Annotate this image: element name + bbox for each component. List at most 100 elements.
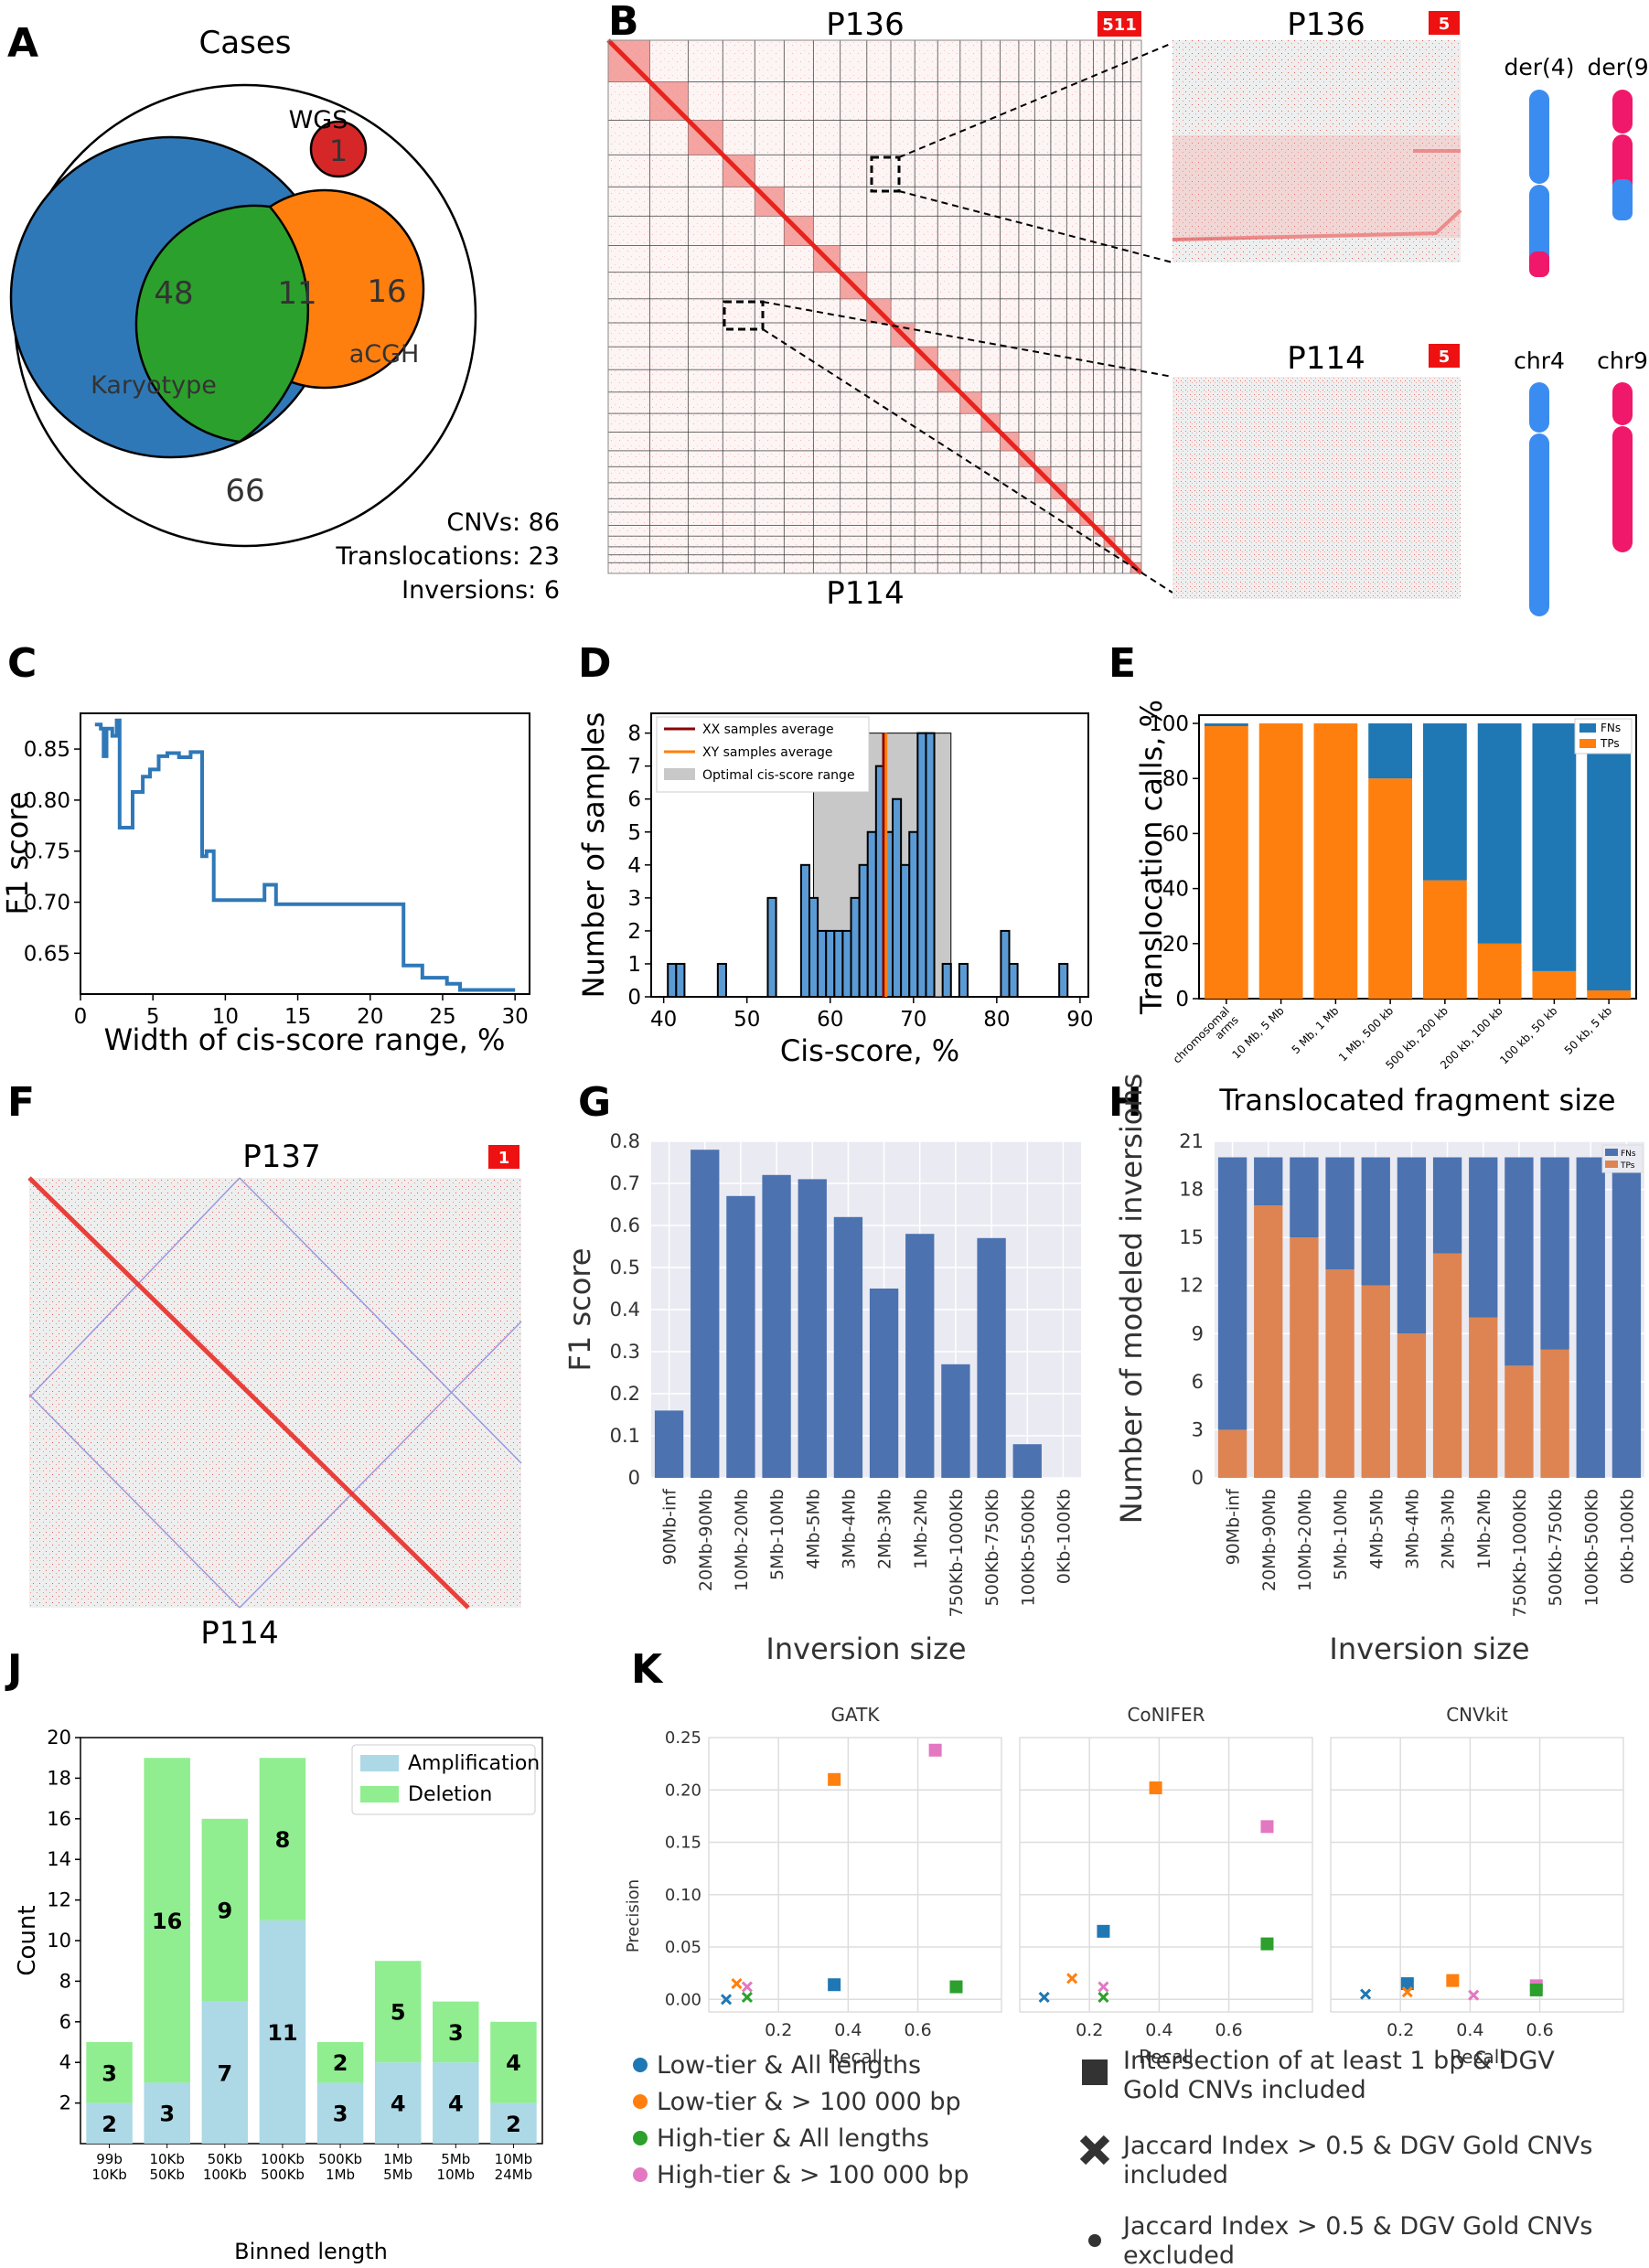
tp-bar — [1313, 723, 1358, 999]
y-tick-label: 20 — [47, 1727, 71, 1749]
tp-bar — [1504, 1365, 1534, 1478]
hic-f-top-label: P137 — [242, 1139, 320, 1175]
der4-translocated — [1529, 251, 1549, 277]
scatter-point-square — [1097, 1924, 1110, 1938]
histogram-bar — [866, 830, 877, 999]
tp-bar — [1258, 723, 1303, 999]
scatter-point-square — [928, 1743, 942, 1757]
chart-c-f1-line — [94, 718, 516, 992]
x-tick-label: 5Mb-10Mb — [1331, 1489, 1351, 1580]
chr9-arm-p — [1612, 382, 1633, 425]
chart-c-xlabel: Width of cis-score range, % — [104, 1022, 506, 1057]
legend-label-part: Gold CNVs included — [1123, 2076, 1366, 2104]
tp-bar — [1397, 1333, 1427, 1478]
x-tick-label: 100Kb-500Kb — [1018, 1489, 1038, 1606]
x-tick-label: 20 — [357, 1005, 383, 1029]
hic-b-top-label: P136 — [826, 6, 904, 43]
x-tick-label: 1Mb-2Mb — [911, 1489, 931, 1569]
chart-k: 0.2 0.4 0.6 0.00 0.05 0.10 0.15 0.20 0.25 GATK Rec… — [624, 1704, 1624, 2268]
tp-bar — [1368, 778, 1413, 999]
hic-f-inversion-line — [239, 1321, 522, 1609]
scatter-point-x — [1066, 1973, 1078, 1984]
scatter-point-square — [1446, 1974, 1460, 1987]
cnvs-count: CNVs: 86 — [446, 508, 560, 537]
y-tick-label: 80 — [1162, 767, 1189, 791]
zoom1-block — [1173, 135, 1461, 238]
y-tick-label: 0.65 — [24, 942, 70, 966]
chart-k-ylabel: Precision — [624, 1879, 643, 1952]
zoom2-badge — [1429, 344, 1460, 368]
y-tick-label: 15 — [1179, 1226, 1204, 1248]
legend-label: Low-tier & All lengths — [657, 2051, 921, 2080]
legend-label: Deletion — [408, 1783, 492, 1806]
histogram-bar — [941, 962, 952, 999]
chr9-arm-q — [1612, 426, 1633, 552]
scatter-point-square — [949, 1980, 963, 1994]
x-tick-label-part: 10Kb — [149, 2151, 184, 2167]
x-tick-label: 90 — [1066, 1008, 1093, 1032]
venn-acgh-label: aCGH — [349, 340, 420, 369]
amplification-bar — [490, 2102, 537, 2144]
y-tick-label: 6 — [1192, 1371, 1204, 1393]
legend-label: Jaccard Index > 0.5 & DGV Gold CNVs inclu… — [1121, 2132, 1592, 2189]
deletion-bar — [144, 1758, 190, 2083]
deletion-bar — [490, 2021, 537, 2103]
chart-h-legend: FNs TPs — [1601, 1144, 1644, 1173]
x-tick-label-part: 10 Mb, 5 Mb — [1229, 1004, 1286, 1061]
x-tick-label: 750Kb-1000Kb — [1510, 1489, 1530, 1618]
tp-bar — [1361, 1285, 1390, 1478]
panel-letter-h: H — [1108, 1079, 1142, 1126]
x-tick-label-part: 5Mb — [383, 2166, 412, 2183]
chart-e-xlabel: Translocated fragment size — [1218, 1083, 1615, 1118]
y-tick-label: 4 — [59, 2051, 71, 2073]
hic-b-zoom-box-1 — [870, 155, 901, 193]
legend-label-part: excluded — [1123, 2241, 1235, 2268]
x-tick-label: 100 kb, 50 kb — [1497, 1004, 1559, 1066]
x-tick-label: 50 — [733, 1008, 760, 1032]
subplot-title: CNVkit — [1446, 1704, 1508, 1726]
subplot-xlabel: Recall — [1450, 2046, 1504, 2068]
histogram-bar — [1058, 962, 1069, 999]
amplification-value: 3 — [159, 2102, 175, 2127]
x-tick-label-part: 100Kb — [203, 2166, 247, 2183]
bar — [726, 1195, 755, 1478]
legend-label: High-tier & > 100 000 bp — [657, 2161, 969, 2189]
legend-label: XX samples average — [702, 722, 834, 737]
deletion-value: 2 — [333, 2050, 348, 2076]
histogram-bar — [766, 896, 777, 999]
x-tick-label: 90Mb-inf — [1224, 1488, 1244, 1566]
subplot-frame — [708, 1737, 1002, 2013]
hic-diagonal-line — [606, 38, 1143, 575]
x-tick-label: 60 — [817, 1008, 843, 1032]
panel-letter-d: D — [578, 640, 612, 687]
legend-label-part: Jaccard Index > 0.5 & DGV Gold CNVs — [1121, 2212, 1592, 2241]
histogram-bar — [825, 929, 836, 999]
y-tick-label: 0.20 — [665, 1781, 701, 1800]
amplification-value: 2 — [102, 2112, 117, 2137]
x-tick-label-part: 100Kb — [261, 2151, 305, 2167]
zoom-line — [898, 190, 1173, 263]
x-tick-label-part: 1 Mb, 500 kb — [1336, 1004, 1396, 1064]
amplification-value: 2 — [506, 2112, 521, 2137]
y-tick-label: 2 — [627, 920, 641, 944]
der9-label: der(9) — [1588, 54, 1649, 80]
chart-g-ylabel: F1 score — [562, 1248, 597, 1372]
amplification-bar — [144, 2082, 190, 2144]
chart-d-xlabel: Cis-score, % — [780, 1033, 959, 1068]
bar — [941, 1364, 970, 1478]
fn-bar — [1290, 1157, 1319, 1238]
legend-swatch — [633, 2094, 648, 2109]
chart-g-xlabel: Inversion size — [766, 1631, 966, 1666]
zoom2-label: P114 — [1287, 340, 1365, 377]
subplot-xlabel: Recall — [1139, 2046, 1194, 2068]
x-tick-label: 500Kb-750Kb — [1546, 1489, 1566, 1606]
bar — [798, 1179, 827, 1478]
x-tick-label: 40 — [650, 1008, 677, 1032]
venn-overlap-region — [134, 204, 310, 444]
chart-c: 0 5 10 15 20 25 30 0.65 0.70 0.75 0.80 0.85 Width o… — [0, 712, 530, 1057]
venn-karyotype-label: Karyotype — [91, 371, 217, 400]
y-tick-label: 14 — [47, 1848, 71, 1870]
fn-bar — [1422, 723, 1467, 881]
chart-j-ylabel: Count — [14, 1905, 41, 1975]
